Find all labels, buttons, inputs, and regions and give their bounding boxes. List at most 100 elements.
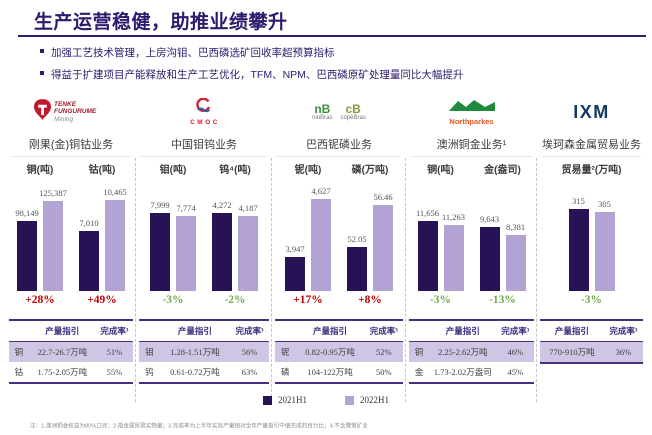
bars: 3,947 4,627 <box>283 175 333 291</box>
column-separator <box>271 158 272 402</box>
table-cell: 铜 <box>14 347 24 357</box>
table-cell: 104-122万吨 <box>295 362 365 384</box>
chart-title: 钼(吨) <box>159 165 187 176</box>
bar-value-label: 11,656 <box>415 208 440 218</box>
change-percent: -3% <box>429 294 452 306</box>
cmoc-logo: CMOC <box>139 88 269 136</box>
bullet-square-icon <box>40 49 44 53</box>
bar-2021h1 <box>79 231 99 291</box>
bar-chart: 贸易量²(万吨) 315 305 -3% <box>562 161 622 308</box>
niobras-mark: nB nioBras <box>312 103 332 121</box>
legend-item-2021h1: 2021H1 <box>263 395 307 405</box>
charts-row: 钼(吨) 7,999 7,774 -3% 钨⁴(吨) 4,272 4,187 -2% <box>139 161 269 308</box>
logo-text: nB <box>314 102 331 116</box>
table-header-cell: 产量指引 <box>28 319 96 342</box>
bar-2021h1 <box>150 213 170 291</box>
column-rule <box>141 156 267 157</box>
business-column-congo-copper-cobalt: TENKE FUNGURUME Mining 刚果(金)铜钴业务 铜(吨) 98,14… <box>6 88 136 402</box>
table-header-cell: 完成率³ <box>496 319 534 342</box>
table-cell: 钨 <box>139 362 160 384</box>
legend-item-2022h1: 2022H1 <box>345 395 389 405</box>
logo-subtext: nioBras <box>312 115 333 121</box>
bar-value-label: 315 <box>572 196 585 206</box>
table-header-cell: 产量指引 <box>295 319 365 342</box>
bar-2022h1 <box>443 225 464 291</box>
bar-2021h1 <box>212 213 232 291</box>
table-cell: 51% <box>106 347 123 357</box>
change-percent: +8% <box>358 294 382 306</box>
bars: 315 305 <box>567 175 617 291</box>
chart-title: 铜(吨) <box>427 165 454 176</box>
table-header-row: 产量指引 完成率³ <box>139 319 269 342</box>
table-header-cell: 产量指引 <box>429 319 497 342</box>
cmoc-emblem: CMOC <box>188 97 220 126</box>
chart-title: 铌(吨) <box>294 165 322 176</box>
table-header-row: 产量指引 完成率³ <box>275 319 403 342</box>
chart-title: 钴(吨) <box>88 165 116 176</box>
bar-2022h1 <box>176 216 196 291</box>
bullet-text: 得益于扩建项目产能释放和生产工艺优化，TFM、NPM、巴西磷原矿处理量同比大幅提… <box>51 69 464 81</box>
bars: 4,272 4,187 <box>210 175 260 291</box>
bar-value-label: 305 <box>598 199 611 209</box>
business-name: 刚果(金)铜钴业务 <box>28 139 114 151</box>
bar-value-label: 11,263 <box>441 212 466 222</box>
guidance-table: 产量指引 完成率³ 钼 1.28-1.51万吨 56% 钨 0.61-0.72万吨 63% <box>139 319 269 384</box>
bar-2022h1 <box>505 235 526 291</box>
ixm-logo: IXM <box>540 88 643 136</box>
table-cell: 钼 <box>145 347 154 357</box>
bullet-text: 加强工艺技术管理，上房沟钼、巴西磷选矿回收率超预算指标 <box>51 47 335 59</box>
column-separator <box>135 158 136 402</box>
bars: 7,999 7,774 <box>148 175 198 291</box>
table-header-row: 产量指引 完成率³ <box>409 319 534 342</box>
legend-label: 2021H1 <box>278 395 307 405</box>
table-cell: 770-910万吨 <box>540 341 604 364</box>
bar-2021h1 <box>417 221 438 291</box>
chart-title: 磷(万吨) <box>351 165 389 176</box>
table-cell: 1.73-2.02万盎司 <box>429 362 497 384</box>
bar-chart: 铜(吨) 98,149 125,387 +28% <box>15 161 67 308</box>
bar-2021h1 <box>285 257 305 291</box>
bullet-list: 加强工艺技术管理，上房沟钼、巴西磷选矿回收率超预算指标 得益于扩建项目产能释放和… <box>40 45 463 89</box>
table-cell: 1.28-1.51万吨 <box>170 347 220 357</box>
bar-2022h1 <box>105 200 125 291</box>
table-cell: 50% <box>364 362 403 384</box>
table-row: 金 1.73-2.02万盎司 45% <box>409 362 534 384</box>
bar-value-label: 56.46 <box>373 192 393 202</box>
column-rule <box>542 156 641 157</box>
chart-title: 钨⁴(吨) <box>219 165 251 176</box>
business-columns: TENKE FUNGURUME Mining 刚果(金)铜钴业务 铜(吨) 98,14… <box>6 88 646 402</box>
table-header-cell: 完成率³ <box>364 319 403 342</box>
column-separator <box>536 158 537 402</box>
table-cell: 钴 <box>9 362 29 384</box>
change-percent: -3% <box>162 294 184 306</box>
bar-2021h1 <box>479 227 500 291</box>
mountains-icon <box>448 100 495 111</box>
bar-2022h1 <box>594 212 615 291</box>
table-cell: 1.75-2.05万吨 <box>28 362 96 384</box>
table-header-cell: 完成率³ <box>603 319 643 342</box>
bullet-item: 得益于扩建项目产能释放和生产工艺优化，TFM、NPM、巴西磷原矿处理量同比大幅提… <box>40 67 463 82</box>
bar-chart: 铌(吨) 3,947 4,627 +17% <box>283 161 333 308</box>
table-header-row: 产量指引 完成率³ <box>9 319 133 342</box>
table-cell: 36% <box>603 341 643 364</box>
table-cell: 56% <box>241 347 258 357</box>
table-row: 铜 22.7-26.7万吨 51% <box>9 341 133 362</box>
logo-subtext: copeBras <box>340 115 366 121</box>
chart-title: 铜(吨) <box>26 165 54 176</box>
change-percent: -13% <box>489 294 516 306</box>
table-row: 770-910万吨 36% <box>540 341 643 364</box>
logo-subtext: Mining <box>54 115 74 123</box>
business-name: 巴西铌磷业务 <box>306 139 372 151</box>
bars: 52.05 56.46 <box>345 175 395 291</box>
niobras-copebras-logo: nB nioBras cB copeBras <box>275 88 403 136</box>
business-column-ixm-metal-trading: IXM 埃珂森金属贸易业务 贸易量²(万吨) 315 305 -3% 产量指引 完成率³ 770… <box>537 88 646 384</box>
table-row: 磷 104-122万吨 50% <box>275 362 403 384</box>
table-header-cell: 完成率³ <box>229 319 269 342</box>
logo-text: IXM <box>573 101 610 122</box>
change-percent: +28% <box>25 294 55 306</box>
change-percent: -3% <box>580 294 603 306</box>
bar-2021h1 <box>568 209 589 291</box>
business-name: 中国钼钨业务 <box>171 139 237 151</box>
bar-value-label: 98,149 <box>15 208 39 218</box>
table-cell: 46% <box>507 347 524 357</box>
